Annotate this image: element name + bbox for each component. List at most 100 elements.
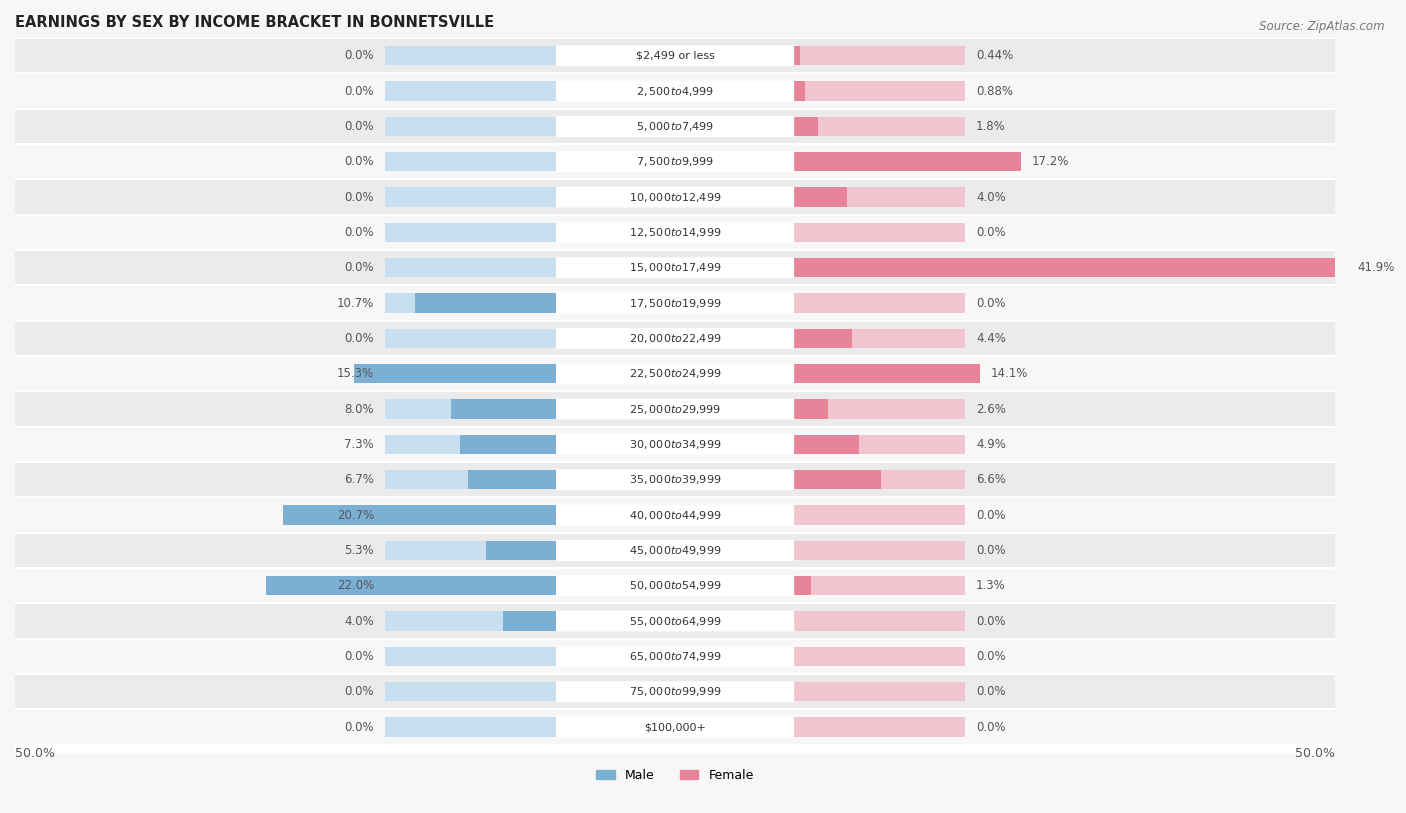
Bar [794, 223, 966, 242]
FancyBboxPatch shape [555, 505, 794, 525]
Bar [15, 710, 1336, 745]
FancyBboxPatch shape [555, 540, 794, 561]
Text: 0.0%: 0.0% [344, 332, 374, 345]
FancyBboxPatch shape [555, 469, 794, 490]
Text: 0.0%: 0.0% [344, 261, 374, 274]
Text: 8.0%: 8.0% [344, 402, 374, 415]
Bar [794, 152, 966, 172]
Bar [794, 328, 966, 348]
Bar [15, 38, 1336, 73]
Text: 4.0%: 4.0% [976, 190, 1005, 203]
Bar [794, 470, 966, 489]
Bar [794, 364, 966, 384]
Text: $55,000 to $64,999: $55,000 to $64,999 [628, 615, 721, 628]
Bar [15, 674, 1336, 710]
Bar [794, 470, 882, 489]
FancyBboxPatch shape [555, 258, 794, 278]
Bar [794, 576, 811, 595]
Text: 0.0%: 0.0% [344, 720, 374, 733]
Bar [385, 506, 557, 525]
Bar [385, 223, 557, 242]
Text: 14.1%: 14.1% [991, 367, 1028, 380]
Legend: Male, Female: Male, Female [592, 763, 759, 787]
Bar [385, 81, 557, 101]
Text: 5.3%: 5.3% [344, 544, 374, 557]
Bar [794, 187, 846, 207]
Text: $75,000 to $99,999: $75,000 to $99,999 [628, 685, 721, 698]
Text: 50.0%: 50.0% [1295, 747, 1336, 760]
Text: 0.0%: 0.0% [976, 650, 1005, 663]
Bar [15, 356, 1336, 391]
Text: $30,000 to $34,999: $30,000 to $34,999 [628, 438, 721, 451]
Text: 4.0%: 4.0% [344, 615, 374, 628]
Bar [794, 682, 966, 702]
Bar [15, 73, 1336, 109]
Text: 0.0%: 0.0% [976, 226, 1005, 239]
Text: 15.3%: 15.3% [337, 367, 374, 380]
Text: 7.3%: 7.3% [344, 438, 374, 451]
Bar [794, 46, 800, 66]
Bar [794, 46, 966, 66]
Bar [794, 258, 966, 277]
Text: 41.9%: 41.9% [1358, 261, 1395, 274]
FancyBboxPatch shape [555, 151, 794, 172]
Text: $40,000 to $44,999: $40,000 to $44,999 [628, 509, 721, 522]
Bar [486, 541, 557, 560]
Bar [794, 399, 966, 419]
Bar [794, 435, 859, 454]
Bar [794, 576, 966, 595]
FancyBboxPatch shape [555, 611, 794, 632]
Text: 2.6%: 2.6% [976, 402, 1005, 415]
Bar [15, 321, 1336, 356]
Bar [794, 81, 806, 101]
Text: 0.0%: 0.0% [976, 544, 1005, 557]
Text: 1.8%: 1.8% [976, 120, 1005, 133]
Bar [15, 462, 1336, 498]
FancyBboxPatch shape [555, 434, 794, 454]
FancyBboxPatch shape [555, 681, 794, 702]
Text: 0.0%: 0.0% [976, 297, 1005, 310]
Text: 50.0%: 50.0% [15, 747, 55, 760]
Bar [385, 611, 557, 631]
Text: $45,000 to $49,999: $45,000 to $49,999 [628, 544, 721, 557]
Bar [15, 427, 1336, 462]
Bar [794, 117, 818, 136]
Text: $2,500 to $4,999: $2,500 to $4,999 [636, 85, 714, 98]
Text: Source: ZipAtlas.com: Source: ZipAtlas.com [1260, 20, 1385, 33]
Text: 6.6%: 6.6% [976, 473, 1005, 486]
Bar [794, 399, 828, 419]
Text: 0.0%: 0.0% [344, 226, 374, 239]
Bar [385, 399, 557, 419]
Text: $2,499 or less: $2,499 or less [636, 50, 714, 61]
Bar [794, 717, 966, 737]
Text: 4.4%: 4.4% [976, 332, 1005, 345]
FancyBboxPatch shape [555, 116, 794, 137]
Bar [385, 117, 557, 136]
Text: 0.0%: 0.0% [976, 685, 1005, 698]
Text: $7,500 to $9,999: $7,500 to $9,999 [636, 155, 714, 168]
Text: 0.0%: 0.0% [344, 85, 374, 98]
Bar [385, 258, 557, 277]
Text: 0.0%: 0.0% [976, 720, 1005, 733]
Bar [794, 293, 966, 313]
Text: $12,500 to $14,999: $12,500 to $14,999 [628, 226, 721, 239]
Bar [385, 717, 557, 737]
FancyBboxPatch shape [555, 646, 794, 667]
Bar [15, 533, 1336, 568]
Text: 0.0%: 0.0% [976, 615, 1005, 628]
Bar [385, 328, 557, 348]
FancyBboxPatch shape [555, 328, 794, 349]
Bar [15, 180, 1336, 215]
Text: 6.7%: 6.7% [344, 473, 374, 486]
Text: EARNINGS BY SEX BY INCOME BRACKET IN BONNETSVILLE: EARNINGS BY SEX BY INCOME BRACKET IN BON… [15, 15, 494, 30]
Text: 0.0%: 0.0% [344, 155, 374, 168]
Bar [385, 435, 557, 454]
Text: 0.0%: 0.0% [344, 685, 374, 698]
Text: $25,000 to $29,999: $25,000 to $29,999 [628, 402, 721, 415]
Bar [385, 470, 557, 489]
Bar [385, 46, 557, 66]
Text: 0.0%: 0.0% [976, 509, 1005, 522]
Bar [794, 435, 966, 454]
Text: 0.88%: 0.88% [976, 85, 1014, 98]
Bar [15, 498, 1336, 533]
